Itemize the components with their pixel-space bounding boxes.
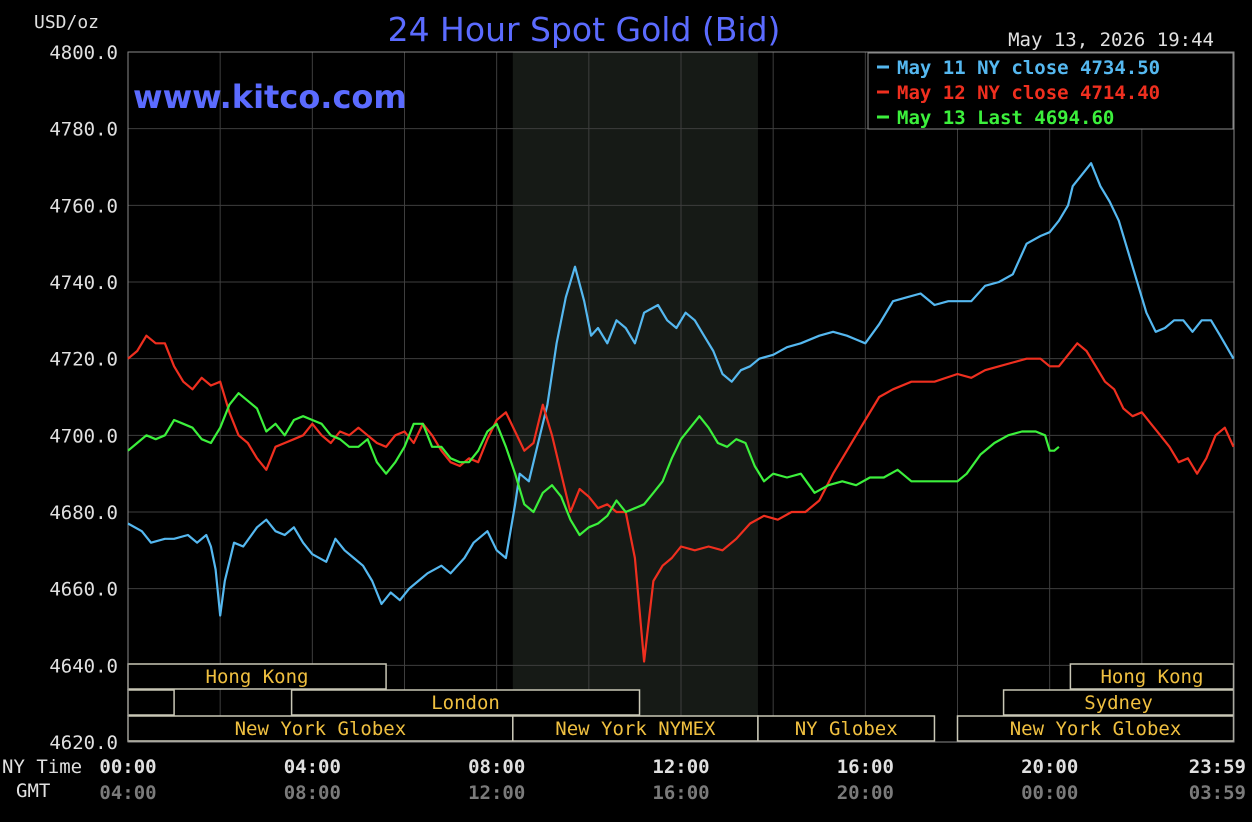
legend-entry: May 13 Last 4694.60 (897, 107, 1114, 129)
y-tick-label: 4720.0 (49, 349, 118, 371)
session-label: New York Globex (1010, 718, 1182, 740)
legend-entry: May 11 NY close 4734.50 (897, 57, 1160, 79)
x-tick-label-gmt: 08:00 (284, 782, 341, 804)
series-lines (127, 162, 1235, 663)
session-box (127, 715, 514, 742)
session-box (290, 689, 641, 716)
x-tick-label-gmt: 03:59 (1189, 782, 1246, 804)
x-tick-label-gmt: 20:00 (837, 782, 894, 804)
legend: May 11 NY close 4734.50 May 12 NY close 4… (867, 52, 1234, 130)
legend-entry: May 12 NY close 4714.40 (897, 82, 1160, 104)
session-label: Hong Kong (1100, 666, 1203, 688)
x-tick-label-gmt: 12:00 (468, 782, 525, 804)
x-tick-label-gmt: 04:00 (99, 782, 156, 804)
session-label: NY Globex (795, 718, 898, 740)
x-tick-label-ny: 20:00 (1021, 756, 1078, 778)
y-tick-label: 4800.0 (49, 42, 118, 64)
market-sessions: Hong Kong Hong Kong London Sydney New York G… (127, 663, 1235, 742)
x-tick-labels: 00:00 04:00 04:00 08:00 08:00 12:00 12:00 16:00… (99, 756, 1246, 804)
y-tick-label: 4660.0 (49, 579, 118, 601)
y-tick-label: 4740.0 (49, 272, 118, 294)
plot-frame (127, 51, 1235, 743)
x-tick-label-ny: 00:00 (99, 756, 156, 778)
x-tick-label-ny: 12:00 (652, 756, 709, 778)
session-label: New York Globex (235, 718, 407, 740)
x-tick-label-ny: 04:00 (284, 756, 341, 778)
gmt-label: GMT (16, 780, 50, 802)
y-tick-labels: 4800.0 4780.0 4760.0 4740.0 4720.0 4700.0 4680… (49, 42, 118, 754)
session-label: Hong Kong (206, 666, 309, 688)
session-label: London (431, 692, 500, 714)
nymex-session-shade (512, 52, 758, 742)
ny-time-label: NY Time (2, 756, 82, 778)
series-line-2 (127, 334, 1235, 663)
y-tick-label: 4640.0 (49, 655, 118, 677)
series-line-1 (127, 162, 1235, 617)
timestamp: May 13, 2026 19:44 (1008, 29, 1214, 51)
y-tick-label: 4760.0 (49, 195, 118, 217)
x-tick-label-ny: 16:00 (837, 756, 894, 778)
session-label: Sydney (1084, 692, 1153, 714)
x-tick-label-ny: 08:00 (468, 756, 525, 778)
chart-title: 24 Hour Spot Gold (Bid) (388, 10, 781, 49)
legend-box (867, 52, 1234, 130)
x-tick-label-gmt: 00:00 (1021, 782, 1078, 804)
session-box (127, 689, 175, 716)
watermark: www.kitco.com (133, 78, 407, 116)
session-label: New York NYMEX (555, 718, 716, 740)
y-tick-label: 4780.0 (49, 119, 118, 141)
y-axis-unit: USD/oz (34, 12, 99, 33)
y-tick-label: 4700.0 (49, 425, 118, 447)
x-tick-label-gmt: 16:00 (652, 782, 709, 804)
session-box (757, 715, 936, 742)
y-tick-label: 4620.0 (49, 732, 118, 754)
y-tick-label: 4680.0 (49, 502, 118, 524)
x-tick-label-ny: 23:59 (1189, 756, 1246, 778)
series-line-3 (127, 392, 1060, 537)
session-box (1002, 689, 1235, 716)
